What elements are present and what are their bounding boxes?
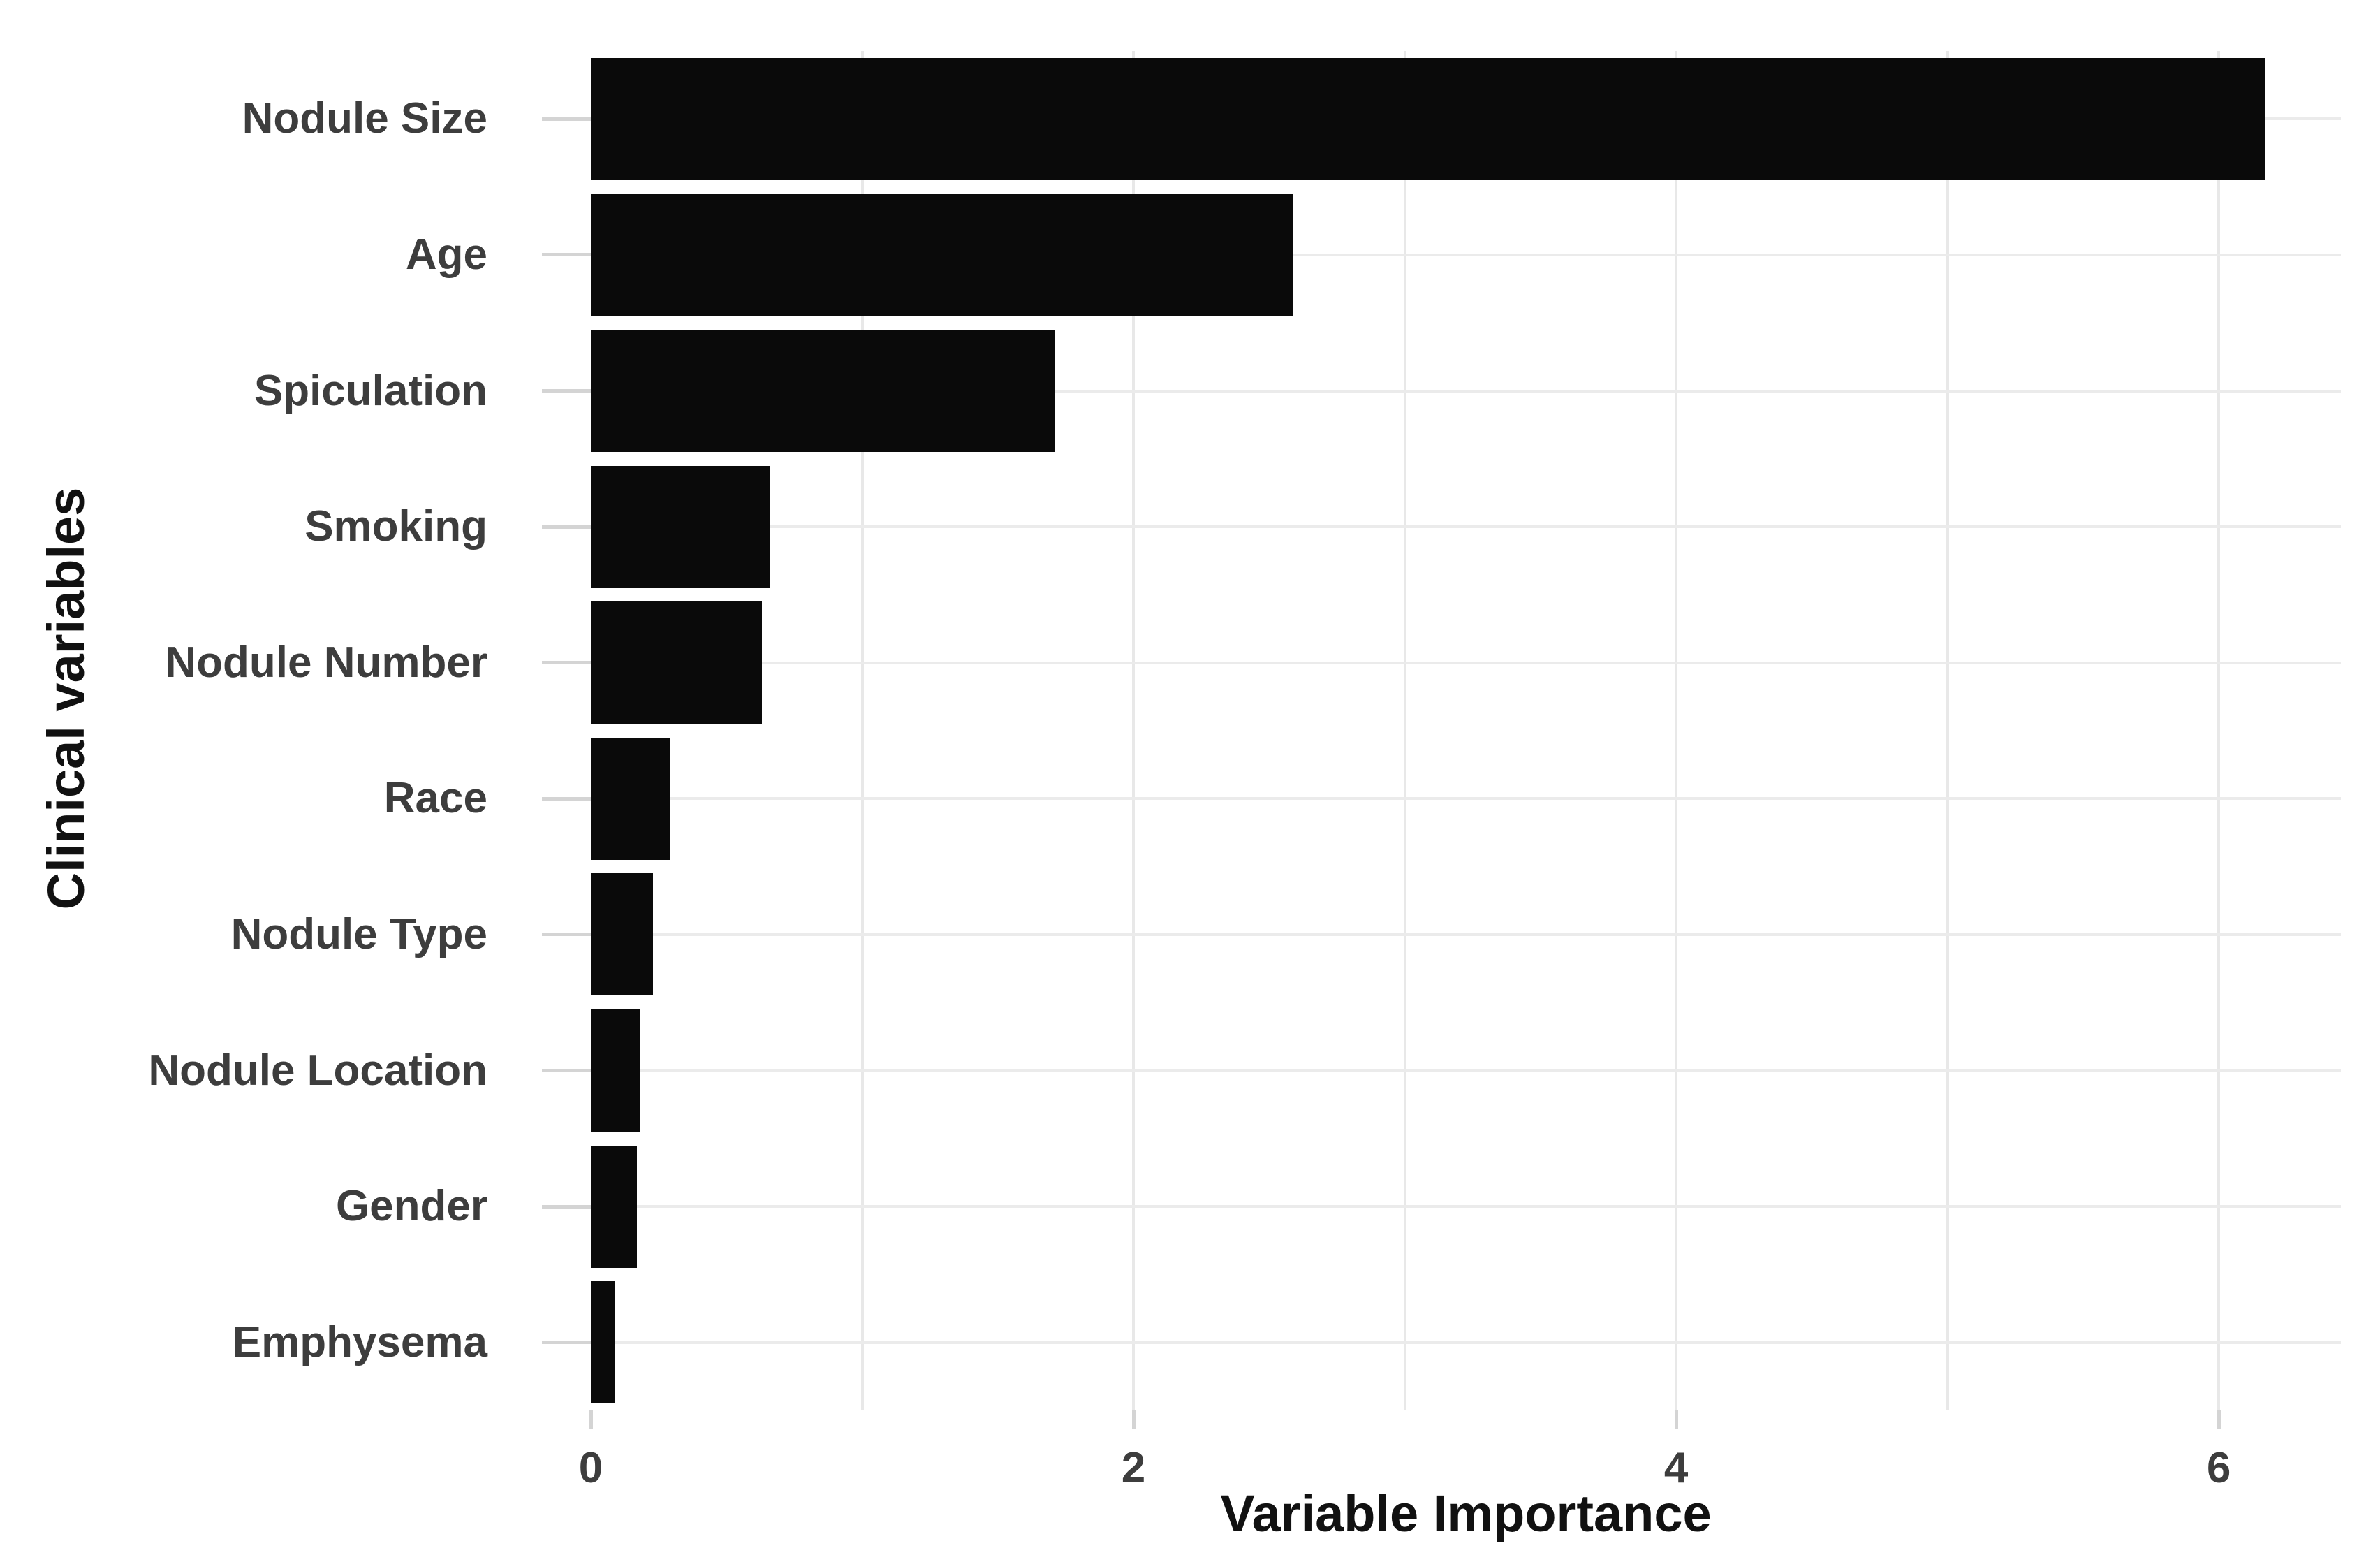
x-axis-tick <box>1674 1410 1678 1429</box>
x-gridline <box>860 51 864 1410</box>
y-gridline <box>591 797 2341 801</box>
x-gridline <box>1675 51 1678 1410</box>
y-axis-tick <box>542 1204 591 1209</box>
y-axis-tick <box>542 525 591 529</box>
category-label: Age <box>405 230 487 279</box>
y-gridline <box>591 1205 2341 1209</box>
y-axis-tick <box>542 1069 591 1072</box>
bar <box>591 465 770 588</box>
y-gridline <box>591 1069 2341 1072</box>
bar <box>591 601 762 724</box>
category-label: Nodule Size <box>242 94 487 143</box>
x-axis-tick <box>1131 1410 1136 1429</box>
category-label: Race <box>383 774 487 823</box>
y-gridline <box>591 933 2341 936</box>
x-tick-label: 2 <box>1121 1444 1146 1492</box>
y-axis-tick <box>542 253 591 257</box>
bar <box>591 873 654 996</box>
x-gridline <box>2217 51 2221 1410</box>
y-gridline <box>591 389 2341 393</box>
y-gridline <box>591 661 2341 664</box>
x-gridline <box>1403 51 1406 1410</box>
category-label: Nodule Number <box>165 638 487 687</box>
category-label: Nodule Type <box>230 910 487 958</box>
y-axis-tick <box>542 117 591 121</box>
y-gridline <box>591 1341 2341 1344</box>
category-label: Gender <box>335 1182 487 1231</box>
x-tick-label: 6 <box>2206 1444 2231 1492</box>
y-axis-tick <box>542 933 591 937</box>
bar <box>591 737 670 860</box>
x-gridline <box>1946 51 1949 1410</box>
x-tick-label: 4 <box>1663 1444 1689 1492</box>
x-gridline <box>1132 51 1136 1410</box>
y-axis-tick <box>542 1341 591 1345</box>
bar <box>591 194 1294 316</box>
bar <box>591 1145 638 1268</box>
bar <box>591 57 2265 180</box>
x-axis-tick <box>589 1410 593 1429</box>
y-axis-tick <box>542 389 591 393</box>
y-gridline <box>591 525 2341 529</box>
bar <box>591 1281 615 1404</box>
bar <box>591 1009 640 1132</box>
category-label: Emphysema <box>232 1317 487 1366</box>
category-label: Smoking <box>304 502 487 551</box>
y-gridline <box>591 253 2341 256</box>
x-axis-title: Variable Importance <box>1220 1484 1712 1542</box>
category-label: Spiculation <box>254 366 487 415</box>
x-axis-tick <box>2217 1410 2221 1429</box>
y-axis-tick <box>542 796 591 801</box>
category-label: Nodule Location <box>148 1046 487 1095</box>
y-axis-title: Clinical variables <box>37 487 95 910</box>
bar <box>591 329 1055 453</box>
x-tick-label: 0 <box>578 1444 603 1492</box>
y-axis-tick <box>542 661 591 665</box>
